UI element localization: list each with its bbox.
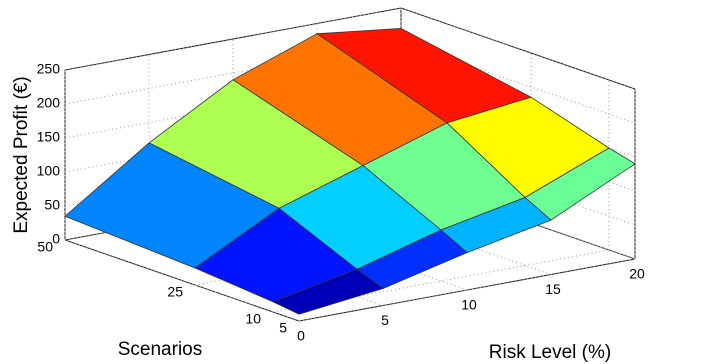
y-tick-label: 5 — [279, 320, 287, 336]
x-tick-label: 20 — [629, 266, 645, 282]
grid-line — [298, 258, 636, 322]
axis-box — [400, 7, 636, 90]
grid-line — [64, 7, 402, 71]
x-tick-label: 10 — [461, 297, 477, 313]
z-tick-label: 50 — [44, 197, 60, 213]
z-tick-label: 100 — [37, 163, 61, 179]
axis-box — [64, 239, 300, 322]
x-tick-label: 5 — [381, 312, 389, 328]
x-axis-label: Risk Level (%) — [489, 342, 611, 363]
y-tick-label: 50 — [37, 239, 53, 255]
z-tick-label: 0 — [52, 231, 60, 247]
z-tick-label: 250 — [37, 61, 61, 77]
surface-face — [271, 268, 384, 315]
z-tick-label: 150 — [37, 129, 61, 145]
z-axis-label: Expected Profit (€) — [11, 76, 32, 233]
y-axis-label: Scenarios — [118, 339, 203, 360]
y-tick-label: 10 — [245, 311, 261, 327]
z-tick-label: 200 — [37, 95, 61, 111]
x-tick-label: 0 — [297, 328, 305, 344]
x-tick-label: 15 — [545, 281, 561, 297]
y-tick-label: 25 — [167, 284, 183, 300]
